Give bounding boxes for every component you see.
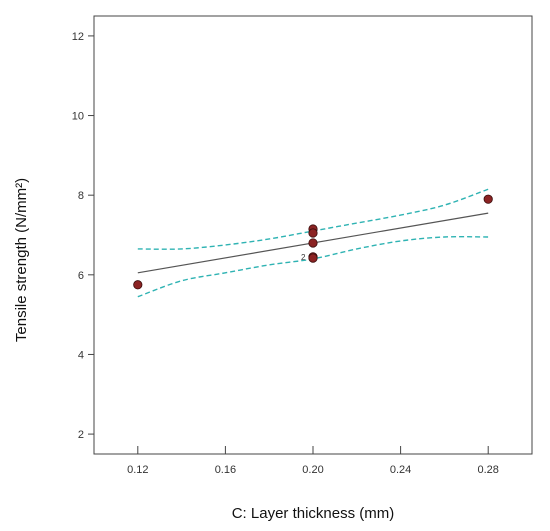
multiplicity-labels: 2 [301,253,306,262]
y-tick-label: 8 [78,190,84,202]
data-point [133,280,143,290]
x-axis-label: C: Layer thickness (mm) [232,505,395,522]
data-point [308,228,318,238]
x-axis-ticks: 0.12 0.16 0.20 0.24 0.28 [127,446,499,476]
y-tick-label: 2 [78,429,84,441]
data-point [483,194,493,204]
y-tick-label: 6 [78,270,84,282]
x-tick-label: 0.20 [302,464,323,476]
point-count-label: 2 [301,253,306,262]
y-tick-label: 10 [72,111,84,123]
x-tick-label: 0.24 [390,464,411,476]
y-axis-label: Tensile strength (N/mm²) [13,178,30,342]
x-tick-label: 0.28 [477,464,498,476]
x-tick-label: 0.16 [215,464,236,476]
data-points [133,194,493,290]
y-tick-label: 4 [78,349,84,361]
x-tick-label: 0.12 [127,464,148,476]
y-tick-label: 12 [72,31,84,43]
y-axis-ticks: 2 4 6 8 10 12 [72,31,94,441]
data-point [308,253,318,263]
data-point [308,238,318,248]
